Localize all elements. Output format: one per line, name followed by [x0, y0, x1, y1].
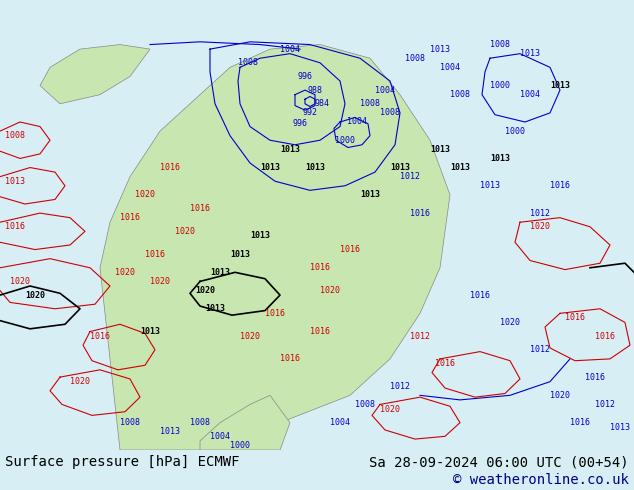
Text: 1013: 1013 — [305, 163, 325, 172]
Text: 1013: 1013 — [490, 154, 510, 163]
Text: 1020: 1020 — [240, 332, 260, 341]
Text: 1008: 1008 — [238, 58, 258, 67]
Text: 1020: 1020 — [380, 405, 400, 414]
Text: 1016: 1016 — [410, 209, 430, 218]
Polygon shape — [100, 45, 450, 450]
Text: 984: 984 — [314, 99, 330, 108]
Text: 1013: 1013 — [205, 304, 225, 313]
Text: 1016: 1016 — [280, 354, 300, 364]
Text: 1020: 1020 — [135, 191, 155, 199]
Text: Surface pressure [hPa] ECMWF: Surface pressure [hPa] ECMWF — [5, 455, 240, 469]
Text: 1000: 1000 — [230, 441, 250, 450]
Text: 1004: 1004 — [280, 45, 300, 53]
Text: 1012: 1012 — [530, 209, 550, 218]
Text: 1016: 1016 — [570, 418, 590, 427]
Text: 1016: 1016 — [265, 309, 285, 318]
Text: 1008: 1008 — [120, 418, 140, 427]
Text: 1016: 1016 — [5, 222, 25, 231]
Text: 1013: 1013 — [430, 145, 450, 154]
Text: 1016: 1016 — [145, 249, 165, 259]
Text: 1013: 1013 — [550, 81, 570, 90]
Text: 1013: 1013 — [210, 268, 230, 277]
Text: 1020: 1020 — [70, 377, 90, 386]
Text: 1000: 1000 — [490, 81, 510, 90]
Text: 1013: 1013 — [520, 49, 540, 58]
Text: 1012: 1012 — [390, 382, 410, 391]
Text: 1020: 1020 — [175, 227, 195, 236]
Text: 1004: 1004 — [330, 418, 350, 427]
Text: 1016: 1016 — [310, 327, 330, 336]
Text: 1013: 1013 — [250, 231, 270, 241]
Text: 1013: 1013 — [230, 249, 250, 259]
Text: 1016: 1016 — [565, 314, 585, 322]
Text: 1008: 1008 — [405, 54, 425, 63]
Text: 1013: 1013 — [140, 327, 160, 336]
Text: 1020: 1020 — [530, 222, 550, 231]
Text: 1013: 1013 — [280, 145, 300, 154]
Text: 996: 996 — [292, 120, 307, 128]
Text: 1013: 1013 — [260, 163, 280, 172]
Text: 1008: 1008 — [190, 418, 210, 427]
Text: 996: 996 — [297, 72, 313, 81]
Text: 1004: 1004 — [210, 432, 230, 441]
Text: 1013: 1013 — [480, 181, 500, 190]
Text: 1020: 1020 — [195, 286, 215, 295]
Text: 1004: 1004 — [347, 118, 367, 126]
Text: 1013: 1013 — [430, 45, 450, 53]
Text: 1016: 1016 — [595, 332, 615, 341]
Text: 1008: 1008 — [380, 108, 400, 118]
Text: 1016: 1016 — [470, 291, 490, 299]
Text: 1012: 1012 — [595, 400, 615, 409]
Text: 1008: 1008 — [450, 90, 470, 99]
Text: 1016: 1016 — [120, 213, 140, 222]
Polygon shape — [200, 395, 290, 450]
Text: 1016: 1016 — [585, 372, 605, 382]
Text: 1013: 1013 — [5, 177, 25, 186]
Text: 1013: 1013 — [450, 163, 470, 172]
Text: 1012: 1012 — [400, 172, 420, 181]
Text: 1020: 1020 — [25, 291, 45, 299]
Text: 1016: 1016 — [340, 245, 360, 254]
Text: 1020: 1020 — [500, 318, 520, 327]
Text: 1000: 1000 — [335, 136, 355, 145]
Text: 1013: 1013 — [610, 423, 630, 432]
Text: 1013: 1013 — [160, 427, 180, 436]
Text: 1004: 1004 — [520, 90, 540, 99]
Text: 1020: 1020 — [150, 277, 170, 286]
Text: 1012: 1012 — [530, 345, 550, 354]
Text: 1013: 1013 — [390, 163, 410, 172]
Text: 1016: 1016 — [310, 263, 330, 272]
Text: 1008: 1008 — [5, 131, 25, 140]
Text: Sa 28-09-2024 06:00 UTC (00+54): Sa 28-09-2024 06:00 UTC (00+54) — [370, 455, 629, 469]
Text: 1016: 1016 — [550, 181, 570, 190]
Text: 1012: 1012 — [410, 332, 430, 341]
Text: 1020: 1020 — [550, 391, 570, 400]
Text: 1016: 1016 — [160, 163, 180, 172]
Text: 1008: 1008 — [355, 400, 375, 409]
Text: 1000: 1000 — [505, 126, 525, 136]
Text: 1004: 1004 — [375, 86, 395, 95]
Text: 1016: 1016 — [190, 204, 210, 213]
Text: 1020: 1020 — [115, 268, 135, 277]
Text: © weatheronline.co.uk: © weatheronline.co.uk — [453, 473, 629, 487]
Text: 1013: 1013 — [360, 191, 380, 199]
Text: 1020: 1020 — [320, 286, 340, 295]
Text: 1008: 1008 — [360, 99, 380, 108]
Text: 1008: 1008 — [490, 40, 510, 49]
Text: 1016: 1016 — [90, 332, 110, 341]
Text: 1016: 1016 — [435, 359, 455, 368]
Text: 1004: 1004 — [440, 63, 460, 72]
Text: 992: 992 — [302, 108, 318, 118]
Polygon shape — [40, 45, 150, 104]
Text: 988: 988 — [307, 86, 323, 95]
Text: 1020: 1020 — [10, 277, 30, 286]
